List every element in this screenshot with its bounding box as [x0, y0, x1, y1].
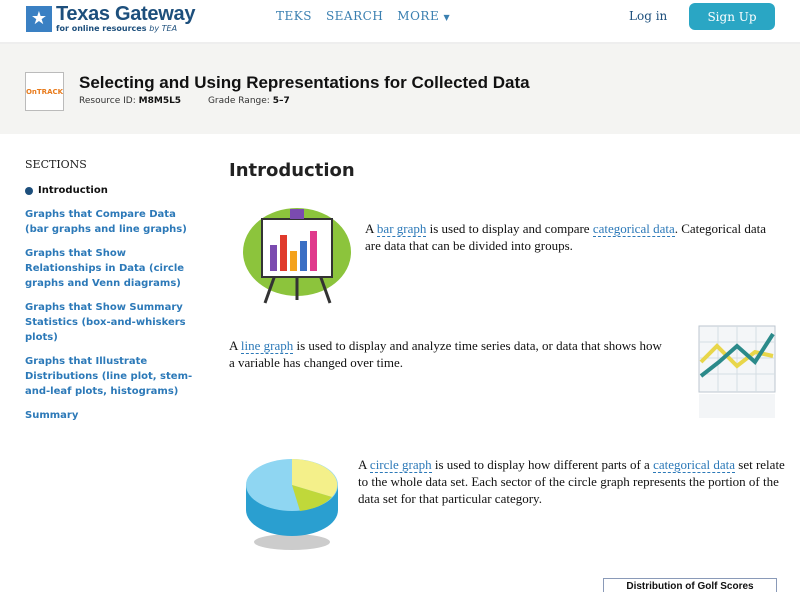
- circle-graph-image: [246, 459, 338, 550]
- logo-title: Texas Gateway: [56, 3, 196, 25]
- section-introduction[interactable]: Introduction: [25, 183, 195, 198]
- caret-down-icon: ▼: [443, 13, 451, 22]
- golf-scores-figure-title: Distribution of Golf Scores: [603, 578, 777, 592]
- bar-graph-easel-image: [243, 208, 351, 304]
- section-summary[interactable]: Summary: [25, 410, 79, 421]
- sections-heading: SECTIONS: [25, 158, 87, 171]
- circle-graph-paragraph: A circle graph is used to display how di…: [358, 457, 785, 506]
- circle-graph-link[interactable]: circle graph: [369, 457, 432, 473]
- ontrack-badge: OnTRACK: [25, 72, 64, 111]
- section-compare-data[interactable]: Graphs that Compare Data (bar graphs and…: [25, 209, 187, 235]
- resource-banner: OnTRACK Selecting and Using Representati…: [0, 44, 800, 134]
- active-dot-icon: [25, 186, 33, 195]
- main-nav: TEKS SEARCH MORE ▼: [276, 9, 450, 23]
- categorical-data-link-2[interactable]: categorical data: [653, 457, 736, 473]
- login-link[interactable]: Log in: [629, 9, 668, 23]
- section-summary-statistics[interactable]: Graphs that Show Summary Statistics (box…: [25, 302, 186, 343]
- nav-teks[interactable]: TEKS: [276, 9, 312, 23]
- section-distributions[interactable]: Graphs that Illustrate Distributions (li…: [25, 356, 193, 397]
- line-graph-image: [698, 325, 776, 418]
- nav-more[interactable]: MORE ▼: [397, 9, 451, 23]
- nav-search[interactable]: SEARCH: [325, 9, 384, 23]
- line-graph-link[interactable]: line graph: [240, 338, 294, 354]
- resource-meta: Resource ID: M8M5L5 Grade Range: 5–7: [79, 96, 290, 106]
- line-graph-paragraph: A line graph is used to display and anal…: [229, 338, 662, 370]
- signup-button[interactable]: Sign Up: [689, 3, 775, 30]
- bar-graph-link[interactable]: bar graph: [376, 221, 427, 237]
- page-title: Selecting and Using Representations for …: [79, 73, 530, 92]
- sections-sidebar: SECTIONS Introduction Graphs that Compar…: [25, 158, 195, 432]
- logo-subtitle: for online resources by TEA: [56, 24, 178, 33]
- bar-graph-paragraph: A bar graph is used to display and compa…: [365, 221, 767, 253]
- categorical-data-link[interactable]: categorical data: [592, 221, 675, 237]
- star-icon: ★: [26, 5, 52, 32]
- section-relationships[interactable]: Graphs that Show Relationships in Data (…: [25, 248, 185, 289]
- section-heading: Introduction: [229, 160, 355, 181]
- site-header: ★ Texas Gateway for online resources by …: [0, 0, 800, 44]
- texas-gateway-logo[interactable]: ★ Texas Gateway for online resources by …: [26, 4, 195, 33]
